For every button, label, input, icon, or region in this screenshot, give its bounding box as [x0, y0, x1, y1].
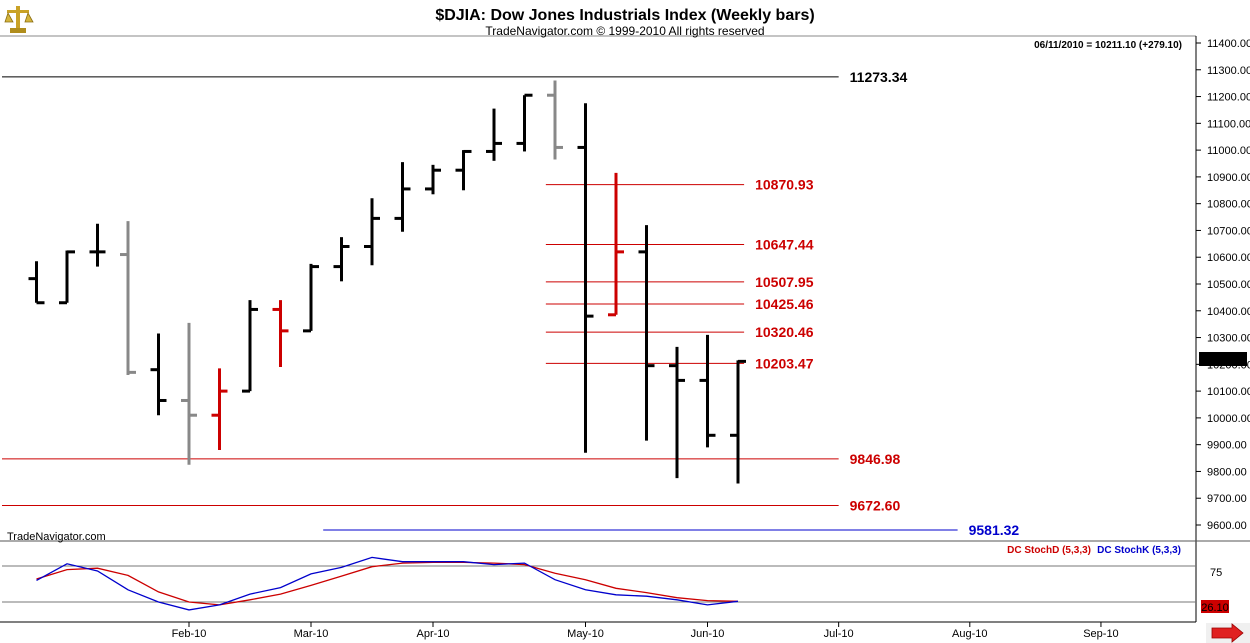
ohlc-bar	[333, 237, 350, 282]
y-tick-label: 10100.00	[1207, 386, 1250, 398]
stoch-last-box	[1201, 600, 1229, 613]
ohlc-bar	[181, 322, 197, 465]
ohlc-bar	[394, 162, 411, 232]
stoch-series-line	[36, 561, 739, 606]
last-price-label: 10211.10	[1200, 354, 1245, 366]
watermark: TradeNavigator.com	[7, 531, 106, 543]
y-tick-label: 11300.00	[1207, 65, 1250, 77]
level-label: 10647.44	[755, 237, 814, 253]
price-levels: 11273.34 10870.93 10647.44 10507.95 10425.46…	[2, 69, 1019, 538]
level-label: 10507.95	[755, 274, 814, 290]
y-tick-label: 10700.00	[1207, 225, 1250, 237]
ohlc-bar	[120, 221, 136, 376]
ohlc-bar	[608, 172, 624, 317]
level-label: 10870.93	[755, 177, 814, 193]
level-label: 10320.46	[755, 324, 814, 340]
scales-logo-icon	[4, 6, 34, 33]
x-axis-ticks: Feb-10 Mar-10 Apr-10 May-10 Jun-10 Jul-10 Aug-…	[172, 622, 1119, 640]
y-tick-label: 10300.00	[1207, 333, 1250, 345]
ohlc-bar	[242, 300, 258, 393]
ohlc-bar	[547, 80, 563, 160]
date-readout: 06/11/2010 = 10211.10 (+279.10)	[1034, 40, 1182, 51]
chart-subtitle: TradeNavigator.com © 1999-2010 All right…	[485, 24, 764, 38]
y-tick-label: 11400.00	[1207, 38, 1250, 50]
last-price-box	[1199, 352, 1247, 366]
ohlc-bar	[59, 250, 75, 305]
level-label: 10203.47	[755, 355, 814, 371]
ohlc-bar	[150, 333, 167, 416]
ohlc-bar	[272, 300, 289, 368]
ohlc-bar	[455, 149, 472, 191]
legend-stochk: DC StochK (5,3,3)	[1097, 545, 1181, 556]
level-label: 11273.34	[850, 69, 908, 85]
x-tick-label: Apr-10	[416, 628, 449, 640]
stoch-last-label: 26.10	[1201, 602, 1229, 614]
x-tick-label: Aug-10	[952, 628, 987, 640]
ohlc-bar	[486, 108, 502, 161]
y-axis-ticks: 9600.00 9700.00 9800.00 9900.00 10000.00 1010…	[1196, 38, 1250, 532]
level-label: 9672.60	[850, 498, 901, 514]
ohlc-bar	[669, 346, 685, 479]
y-tick-label: 10900.00	[1207, 172, 1250, 184]
ohlc-bar	[89, 223, 106, 267]
ohlc-bar	[699, 334, 716, 448]
ohlc-bar	[364, 198, 380, 266]
level-label: 9581.32	[969, 522, 1020, 538]
x-tick-label: Sep-10	[1083, 628, 1118, 640]
stoch-series-line	[36, 556, 739, 611]
ohlc-bar	[303, 263, 319, 333]
ohlc-bar	[730, 359, 746, 484]
y-tick-label: 10600.00	[1207, 252, 1250, 264]
y-tick-label: 9600.00	[1207, 520, 1247, 532]
y-tick-label: 11000.00	[1207, 145, 1250, 157]
y-tick-label: 10800.00	[1207, 199, 1250, 211]
y-tick-label: 11100.00	[1207, 118, 1250, 130]
y-tick-label: 9800.00	[1207, 466, 1247, 478]
y-tick-label: 9700.00	[1207, 493, 1247, 505]
y-tick-label: 10000.00	[1207, 413, 1250, 425]
chart-title: $DJIA: Dow Jones Industrials Index (Week…	[435, 7, 814, 24]
ohlc-bar	[516, 93, 533, 152]
stoch-tick-75: 75	[1210, 567, 1222, 579]
legend-stochd: DC StochD (5,3,3)	[1007, 545, 1091, 556]
level-label: 9846.98	[850, 451, 901, 467]
ohlc-bar	[211, 368, 228, 451]
x-tick-label: Jun-10	[691, 628, 725, 640]
x-tick-label: Jul-10	[824, 628, 854, 640]
ohlc-bar	[577, 103, 594, 453]
x-tick-label: May-10	[567, 628, 604, 640]
ohlc-bar	[425, 164, 441, 195]
y-tick-label: 11200.00	[1207, 92, 1250, 104]
y-tick-label: 10400.00	[1207, 306, 1250, 318]
x-tick-label: Mar-10	[294, 628, 329, 640]
ohlc-bar	[28, 261, 45, 305]
price-bars	[28, 80, 746, 484]
ohlc-bar	[638, 225, 655, 441]
stochastic-pane	[2, 556, 1196, 611]
y-tick-label: 9900.00	[1207, 440, 1247, 452]
y-tick-label: 10500.00	[1207, 279, 1250, 291]
x-tick-label: Feb-10	[172, 628, 207, 640]
level-label: 10425.46	[755, 296, 814, 312]
scroll-right-arrow-icon[interactable]	[1206, 623, 1250, 643]
